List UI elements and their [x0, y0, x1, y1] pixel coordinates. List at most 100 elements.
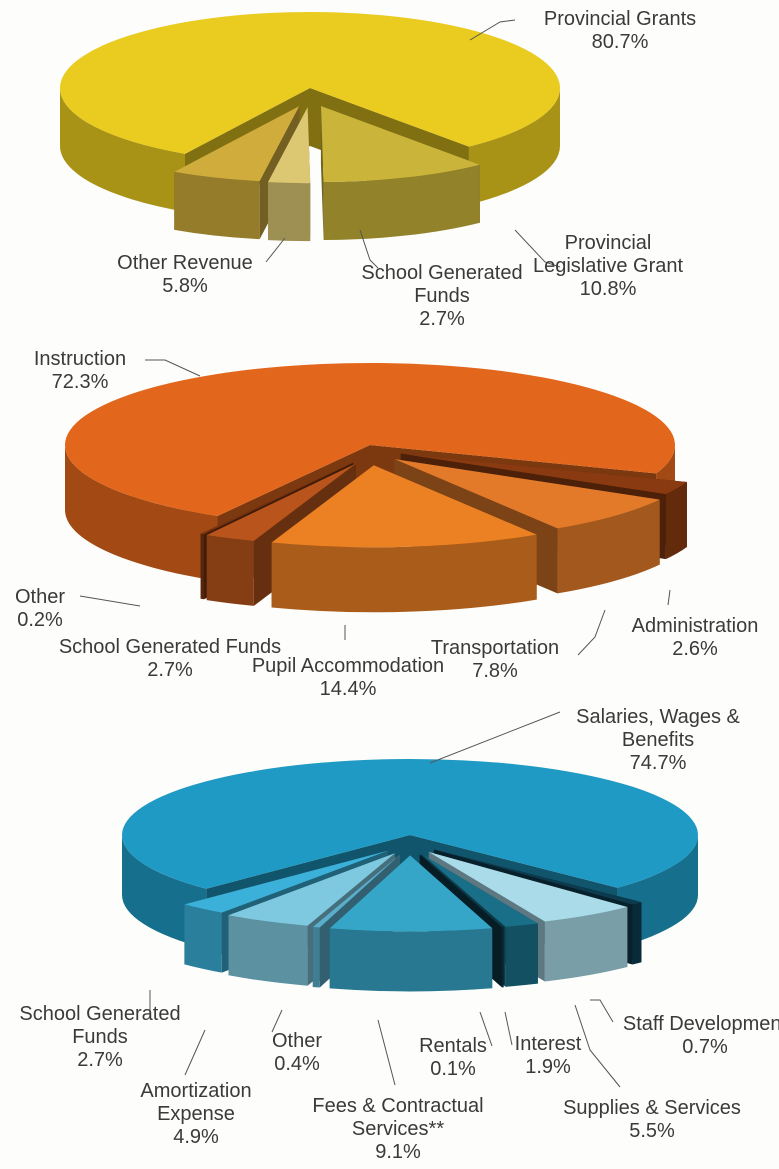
slice-label: Other 0.2%: [10, 586, 70, 632]
label-name: Amortization Expense: [140, 1080, 252, 1125]
label-value: 0.7%: [682, 1036, 728, 1058]
slice-label: Rentals 0.1%: [408, 1035, 498, 1081]
leader-line: [577, 609, 606, 656]
label-name: Fees & Contractual Services**: [312, 1095, 484, 1140]
slice-edge: [320, 106, 324, 241]
label-value: 4.9%: [173, 1126, 219, 1148]
slice-side: [632, 902, 642, 965]
slice: [312, 854, 401, 928]
slice-side: [329, 928, 493, 992]
label-name: Other Revenue: [117, 252, 253, 274]
slice: [121, 758, 699, 889]
label-name: Supplies & Services: [563, 1097, 741, 1119]
slice-side: [468, 88, 560, 205]
slice-label: Provincial Legislative Grant 10.8%: [523, 232, 693, 301]
slice-label: Staff Development 0.7%: [605, 1013, 779, 1059]
leader-line: [590, 999, 614, 1023]
label-name: School Generated Funds: [361, 262, 523, 307]
slice: [60, 12, 561, 154]
slice-label: Salaries, Wages & Benefits 74.7%: [563, 706, 753, 775]
label-value: 0.2%: [17, 609, 63, 631]
label-name: Provincial Legislative Grant: [532, 232, 684, 277]
slice-side: [312, 926, 320, 988]
label-name: School Generated Funds: [58, 636, 282, 658]
slice-side: [665, 482, 687, 560]
slice-label: Transportation 7.8%: [405, 637, 585, 683]
leader-line: [184, 1029, 206, 1076]
slice: [271, 465, 537, 548]
slice-label: Administration 2.6%: [610, 615, 779, 661]
leader-line: [574, 1004, 621, 1088]
label-value: 0.4%: [274, 1053, 320, 1075]
slice-side: [184, 904, 222, 973]
slice-side: [267, 182, 311, 242]
label-name: Transportation: [430, 637, 560, 659]
label-name: Staff Development: [622, 1013, 779, 1035]
slice-side: [323, 164, 480, 241]
slice-side: [557, 499, 660, 594]
slice-label: Pupil Accommodation 14.4%: [248, 655, 448, 701]
leader-line: [271, 1009, 283, 1033]
slice: [433, 849, 642, 905]
slice-side: [65, 445, 218, 582]
label-name: Provincial Grants: [543, 8, 697, 30]
leader-line: [359, 229, 379, 269]
label-name: School Generated Funds: [19, 1003, 181, 1048]
slice-side: [200, 533, 205, 600]
leader-line: [145, 359, 201, 377]
leader-line: [377, 1019, 396, 1086]
label-value: 7.8%: [472, 660, 518, 682]
slice-label: Provincial Grants 80.7%: [500, 8, 740, 54]
slice-label: School Generated Funds 2.7%: [337, 262, 547, 331]
label-value: 2.6%: [672, 638, 718, 660]
slice-label: Instruction 72.3%: [5, 348, 155, 394]
slice: [184, 850, 389, 913]
label-value: 2.7%: [147, 659, 193, 681]
slice-side: [271, 534, 537, 613]
label-value: 10.8%: [579, 278, 637, 300]
label-name: Salaries, Wages & Benefits: [576, 706, 740, 751]
label-value: 74.7%: [629, 752, 687, 774]
label-name: Other: [271, 1030, 323, 1052]
slice-label: Supplies & Services 5.5%: [532, 1097, 772, 1143]
label-value: 0.1%: [430, 1058, 476, 1080]
label-name: Pupil Accommodation: [251, 655, 445, 677]
leader-line: [265, 237, 286, 263]
label-value: 14.4%: [319, 678, 377, 700]
slice-label: School Generated Funds 2.7%: [0, 1003, 210, 1072]
slice: [174, 106, 300, 182]
slice: [329, 855, 493, 932]
slice: [206, 463, 356, 541]
slice-label: Other 0.4%: [257, 1030, 337, 1076]
label-value: 9.1%: [375, 1141, 421, 1163]
slice: [320, 106, 480, 183]
slice: [421, 854, 538, 927]
leader-line: [469, 19, 516, 41]
slice: [400, 453, 687, 495]
slice-label: Interest 1.9%: [493, 1033, 603, 1079]
slice-side: [544, 907, 628, 982]
slice-label: Amortization Expense 4.9%: [116, 1080, 276, 1149]
slice-label: Fees & Contractual Services** 9.1%: [283, 1095, 513, 1164]
label-name: Instruction: [33, 348, 127, 370]
slice-side: [206, 535, 254, 606]
label-value: 80.7%: [591, 31, 649, 53]
slice: [64, 363, 675, 517]
slice: [228, 853, 395, 926]
label-value: 72.3%: [51, 371, 109, 393]
label-name: Rentals: [419, 1035, 487, 1057]
slice: [394, 459, 660, 529]
label-name: Interest: [514, 1033, 582, 1055]
leader-line: [479, 1011, 493, 1047]
slice-side: [174, 171, 260, 240]
leader-line: [667, 589, 671, 606]
label-value: 5.5%: [629, 1120, 675, 1142]
label-name: Administration: [631, 615, 759, 637]
label-value: 1.9%: [525, 1056, 571, 1078]
slice-side: [60, 88, 185, 212]
slice-side: [501, 927, 504, 988]
slice-label: School Generated Funds 2.7%: [55, 636, 285, 682]
slice: [267, 107, 311, 184]
